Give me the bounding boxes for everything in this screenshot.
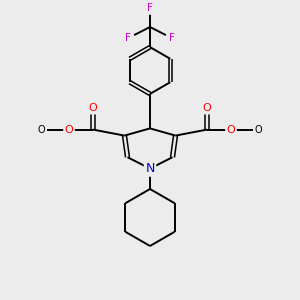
- Text: O: O: [255, 124, 262, 135]
- Text: F: F: [147, 3, 153, 14]
- Text: O: O: [64, 124, 74, 135]
- Text: methyl: methyl: [32, 128, 36, 130]
- Text: O: O: [38, 124, 45, 135]
- Text: O: O: [88, 103, 98, 113]
- Text: N: N: [145, 162, 155, 175]
- Text: O: O: [226, 124, 236, 135]
- Text: F: F: [169, 33, 175, 43]
- Text: O: O: [202, 103, 211, 113]
- Text: F: F: [125, 33, 131, 43]
